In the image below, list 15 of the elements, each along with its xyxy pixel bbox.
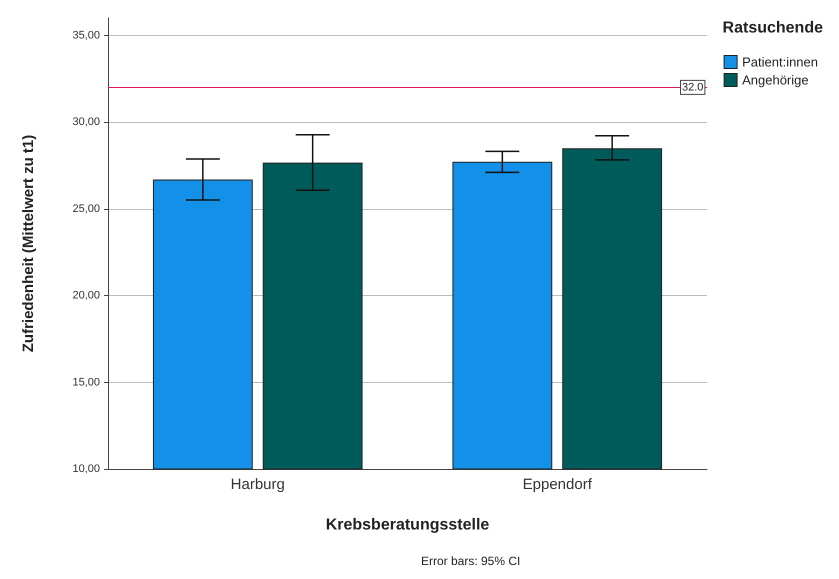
x-tick-label: Eppendorf bbox=[522, 476, 593, 493]
legend-title: Ratsuchende bbox=[722, 20, 824, 36]
text: Error bars: 95% CI bbox=[421, 554, 520, 568]
y-tick-label: 35,00 bbox=[72, 29, 100, 42]
y-axis-title: Zufriedenheit (Mittelwert zu t1) bbox=[20, 134, 37, 352]
x-axis-title: Krebsberatungsstelle bbox=[326, 516, 490, 534]
y-tick-label: 25,00 bbox=[72, 202, 100, 215]
y-tick-label: 10,00 bbox=[72, 463, 100, 475]
y-tick-label: 30,00 bbox=[72, 116, 100, 128]
ref-line-label: 32.0 bbox=[682, 81, 704, 94]
y-tick-label: 15,00 bbox=[72, 376, 100, 388]
x-tick-label: Harburg bbox=[230, 476, 285, 493]
y-tick-label: 20,00 bbox=[72, 290, 100, 302]
legend-label: Patient:innen bbox=[742, 54, 818, 70]
legend-label: Angehörige bbox=[742, 72, 809, 88]
